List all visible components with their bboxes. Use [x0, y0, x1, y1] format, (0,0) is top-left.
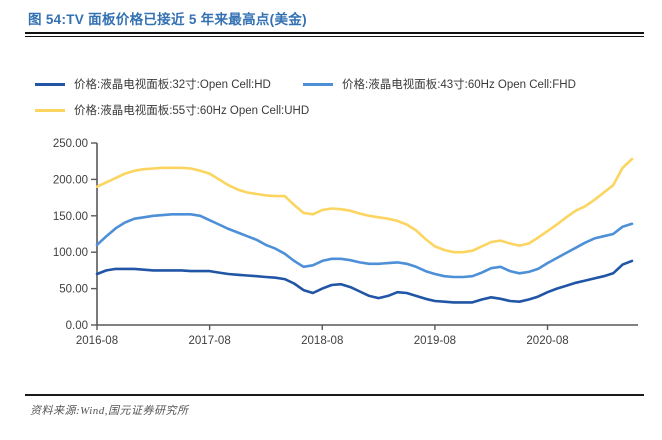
legend-item-43inch: 价格:液晶电视面板:43寸:60Hz Open Cell:FHD [303, 76, 576, 92]
y-tick-label: 200.00 [53, 174, 88, 186]
legend-item-55inch: 价格:液晶电视面板:55寸:60Hz Open Cell:UHD [35, 102, 309, 118]
y-tick-label: 0.00 [66, 320, 88, 332]
legend-label: 价格:液晶电视面板:32寸:Open Cell:HD [74, 79, 271, 91]
y-tick-label: 50.00 [59, 284, 88, 296]
series-line-0 [95, 259, 634, 304]
y-tick-label: 100.00 [53, 247, 88, 259]
x-tick-label: 2020-08 [526, 335, 568, 347]
x-tick-label: 2017-08 [189, 335, 231, 347]
legend-label: 价格:液晶电视面板:55寸:60Hz Open Cell:UHD [74, 105, 310, 117]
title-double-rule [25, 32, 644, 37]
price-line-chart: 0.00 50.00 100.00 150.00 200.00 250.00 2016-08… [0, 130, 662, 375]
legend-line-swatch-darkblue [35, 82, 65, 86]
y-tick-label: 250.00 [53, 138, 88, 150]
footer-rule [25, 394, 644, 396]
source-note: 资料来源:Wind,国元证券研究所 [30, 405, 189, 417]
legend-item-32inch: 价格:液晶电视面板:32寸:Open Cell:HD [35, 76, 271, 92]
series-line-2 [95, 157, 634, 254]
figure-title: 图 54:TV 面板价格已接近 5 年来最高点(美金) [28, 12, 307, 27]
legend-line-swatch-lightblue [303, 82, 333, 86]
series-line-1 [95, 213, 634, 279]
x-tick-label: 2019-08 [414, 335, 456, 347]
x-tick-label: 2018-08 [301, 335, 343, 347]
legend-line-swatch-yellow [35, 108, 65, 112]
y-tick-label: 150.00 [53, 211, 88, 223]
x-tick-label: 2016-08 [76, 335, 118, 347]
line-chart-canvas: 0.00 50.00 100.00 150.00 200.00 250.00 2016-08… [53, 138, 638, 347]
legend-label: 价格:液晶电视面板:43寸:60Hz Open Cell:FHD [342, 79, 576, 91]
